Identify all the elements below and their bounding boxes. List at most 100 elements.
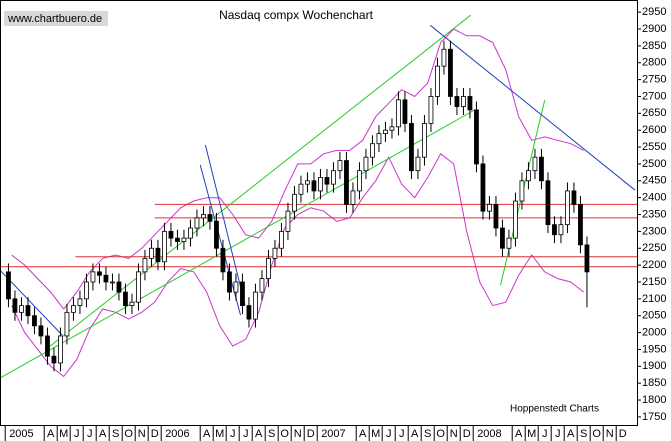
y-tick-label: 2400	[642, 192, 666, 204]
x-tick-label: N	[294, 428, 302, 440]
candle-body	[188, 227, 193, 239]
candle-body	[116, 281, 122, 293]
x-tick-label: A	[359, 428, 367, 440]
candle-body	[110, 281, 115, 284]
watermark: www.chartbuero.de	[7, 13, 102, 25]
x-tick-label: D	[151, 428, 159, 440]
candle-body	[38, 325, 44, 337]
candle-body	[545, 180, 551, 226]
x-tick-label: O	[592, 428, 601, 440]
candle-body	[162, 230, 167, 263]
x-tick-label: 2006	[165, 428, 189, 440]
candle-body	[142, 257, 148, 273]
candle-body	[194, 217, 200, 229]
candle-body	[220, 247, 226, 273]
candle-body	[149, 247, 154, 259]
y-tick-label: 2650	[642, 107, 666, 119]
candle-body	[396, 99, 401, 128]
candle-body	[584, 244, 590, 273]
x-tick-label: D	[619, 428, 627, 440]
x-tick-label: J	[386, 428, 392, 440]
y-tick-label: 1850	[642, 377, 666, 389]
y-tick-label: 2900	[642, 23, 666, 35]
y-tick-label: 2850	[642, 40, 666, 52]
x-tick-label: D	[307, 428, 315, 440]
y-tick-label: 2800	[642, 57, 666, 69]
x-tick-label: N	[606, 428, 614, 440]
candle-body	[435, 65, 440, 97]
x-tick-label: N	[450, 428, 458, 440]
candle-body	[480, 163, 486, 212]
candle-body	[532, 156, 538, 172]
candle-body	[64, 311, 70, 337]
candle-body	[246, 305, 252, 320]
candle-body	[500, 227, 505, 249]
candle-body	[233, 281, 239, 293]
x-tick-label: M	[371, 428, 380, 440]
x-tick-label: O	[124, 428, 133, 440]
candle-body	[402, 99, 408, 124]
band-lower	[11, 153, 585, 378]
candle-body	[19, 305, 24, 313]
candle-body	[376, 133, 382, 145]
x-tick-label: J	[87, 428, 93, 440]
candle-body	[32, 315, 37, 327]
x-tick-label: O	[280, 428, 289, 440]
candle-body	[103, 274, 109, 283]
candle-body	[324, 177, 330, 185]
candle-body	[552, 224, 557, 236]
candle-body	[415, 156, 421, 172]
y-tick-label: 1750	[642, 411, 666, 423]
candle-body	[298, 183, 304, 195]
candle-body	[279, 230, 284, 249]
candle-body	[12, 298, 18, 313]
candle-body	[389, 126, 395, 131]
candle-body	[448, 48, 453, 97]
candle-body	[311, 180, 317, 192]
y-tick-label: 1900	[642, 360, 666, 372]
x-tick-label: A	[47, 428, 55, 440]
candle-body	[259, 278, 265, 293]
candle-body	[331, 170, 336, 185]
y-tick-label: 2000	[642, 326, 666, 338]
candle-body	[214, 220, 219, 249]
candle-body	[6, 271, 11, 300]
x-tick-label: J	[399, 428, 405, 440]
candle-body	[383, 129, 388, 134]
x-tick-label: N	[138, 428, 146, 440]
x-tick-label: A	[567, 428, 575, 440]
candle-body	[513, 200, 518, 239]
candle-body	[175, 237, 180, 242]
x-tick-label: 2007	[321, 428, 345, 440]
plot	[0, 14, 637, 379]
candle-body	[422, 123, 427, 158]
x-tick-label: S	[268, 428, 275, 440]
y-tick-label: 2300	[642, 225, 666, 237]
candle-body	[571, 190, 577, 205]
y-tick-label: 2150	[642, 276, 666, 288]
candle-body	[363, 156, 369, 172]
x-tick-label: J	[243, 428, 249, 440]
y-tick-label: 2700	[642, 90, 666, 102]
trend-line	[44, 14, 471, 351]
x-tick-label: 2008	[477, 428, 501, 440]
candle-body	[155, 247, 161, 263]
candle-body	[25, 305, 31, 317]
candle-body	[292, 193, 297, 212]
candle-body	[467, 96, 473, 111]
y-tick-label: 2450	[642, 175, 666, 187]
candle-body	[493, 204, 499, 229]
candle-body	[526, 170, 531, 182]
candle-body	[240, 281, 245, 306]
candle-body	[474, 109, 479, 165]
x-tick-label: S	[424, 428, 431, 440]
x-tick-label: M	[59, 428, 68, 440]
candle-body	[370, 143, 375, 158]
x-tick-label: M	[527, 428, 536, 440]
candle-body	[506, 237, 512, 249]
x-tick-label: J	[230, 428, 236, 440]
x-tick-label: A	[515, 428, 523, 440]
candle-body	[168, 230, 174, 239]
candle-body	[578, 204, 583, 246]
